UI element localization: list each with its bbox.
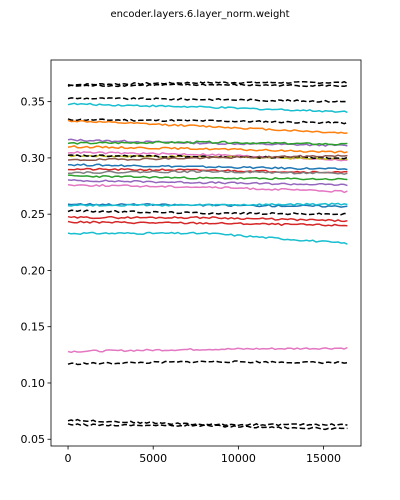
- y-tick-label: 0.20: [21, 264, 46, 277]
- series-line-22: [67, 209, 348, 216]
- series-line-14: [68, 163, 348, 171]
- x-tick-label: 15000: [306, 452, 341, 465]
- series-line-17: [67, 174, 348, 181]
- series-line-18: [67, 179, 348, 187]
- series-line-23: [67, 215, 348, 223]
- axes-layer: 0 5000 10000 15000 0.05 0.10 0.15 0.20 0.25 0.30 0…: [21, 59, 362, 465]
- series-line-6: [67, 119, 348, 134]
- series-line-26: [67, 346, 348, 354]
- series-line-4: [67, 102, 348, 114]
- series-line-29: [67, 423, 348, 431]
- y-tick-label: 0.35: [21, 96, 46, 109]
- series-line-8: [67, 140, 348, 146]
- y-tick-label: 0.15: [21, 321, 46, 334]
- series-line-15: [68, 167, 348, 174]
- x-tick-label: 10000: [221, 452, 256, 465]
- series-line-3: [67, 97, 348, 103]
- series-line-28: [67, 418, 348, 427]
- x-tick-label: 5000: [139, 452, 167, 465]
- series-line-1: [67, 80, 348, 87]
- series-line-7: [67, 138, 348, 147]
- x-tick-label: 0: [65, 452, 72, 465]
- series-line-13: [67, 154, 348, 162]
- series-line-27: [67, 360, 348, 366]
- series-line-9: [67, 145, 348, 154]
- series-line-16: [68, 169, 348, 175]
- plot-frame: [50, 59, 362, 447]
- y-tick-label: 0.05: [21, 433, 46, 446]
- series-line-21: [67, 202, 348, 207]
- chart-title: encoder.layers.6.layer_norm.weight: [110, 9, 290, 20]
- series-line-19: [67, 183, 348, 194]
- series-line-24: [67, 220, 348, 227]
- series-line-25: [67, 231, 348, 245]
- series-layer: [67, 80, 348, 431]
- y-tick-label: 0.10: [21, 377, 46, 390]
- y-tick-label: 0.30: [21, 152, 46, 165]
- y-tick-label: 0.25: [21, 208, 46, 221]
